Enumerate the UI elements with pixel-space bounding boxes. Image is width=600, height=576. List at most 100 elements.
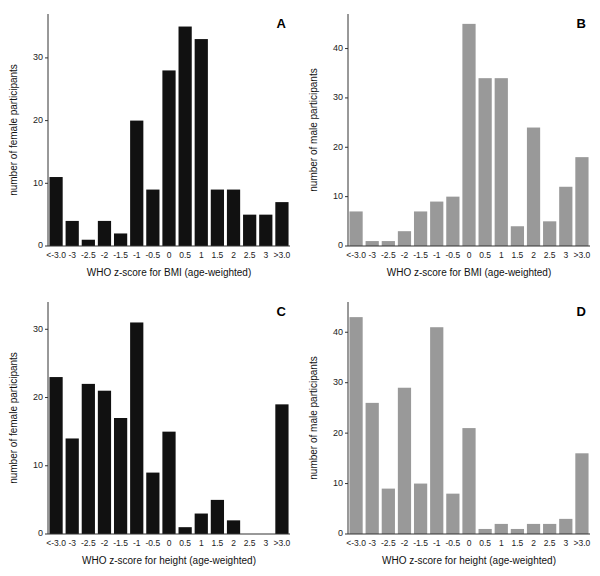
x-tick-label: <-3.0: [46, 538, 66, 548]
bar: [495, 78, 508, 246]
x-tick-label: 0.5: [179, 538, 191, 548]
y-axis-label: number of male participants: [308, 68, 319, 191]
bar: [462, 428, 475, 534]
bars: [349, 317, 588, 534]
bar: [211, 500, 224, 534]
x-tick-label: 2.5: [544, 250, 556, 260]
y-tick: [45, 329, 48, 330]
x-tick-label: 0.5: [479, 250, 491, 260]
x-tick-label: 1.5: [511, 250, 523, 260]
x-tick-label: <-3.0: [346, 250, 366, 260]
bar: [114, 233, 127, 246]
x-tick-label: 0: [167, 250, 172, 260]
bar: [575, 453, 588, 534]
panel: 0102030<-3.0-3-2.5-2-1.5-1-0.500.511.522…: [8, 302, 291, 566]
bars: [49, 27, 288, 246]
x-tick-label: 1: [499, 250, 504, 260]
bar: [82, 240, 95, 246]
y-tick-label: 20: [333, 142, 343, 152]
x-axis-line: [348, 534, 590, 535]
bar: [446, 494, 459, 534]
bar: [82, 384, 95, 534]
bar: [366, 241, 379, 246]
bar: [98, 221, 111, 246]
x-tick-label: -1.5: [113, 538, 128, 548]
bar: [414, 484, 427, 534]
bars: [49, 322, 288, 534]
bar: [49, 177, 62, 246]
x-tick-label: 3: [263, 538, 268, 548]
y-tick: [345, 97, 348, 98]
y-tick: [345, 483, 348, 484]
x-tick-label: 3: [263, 250, 268, 260]
bar: [382, 489, 395, 534]
x-tick-label: -2: [401, 250, 409, 260]
bar: [179, 527, 192, 534]
bar: [495, 524, 508, 534]
y-tick-label: 10: [333, 191, 343, 201]
bar: [559, 187, 572, 246]
panel: 010203040<-3.0-3-2.5-2-1.5-1-0.500.511.5…: [308, 14, 591, 278]
y-tick: [345, 534, 348, 535]
y-tick-label: 40: [333, 43, 343, 53]
x-tick-label: <-3.0: [46, 250, 66, 260]
x-tick-label: -2.5: [81, 538, 96, 548]
x-tick-label: 1: [499, 538, 504, 548]
bar: [275, 202, 288, 246]
bar: [211, 190, 224, 246]
bar: [575, 157, 588, 246]
y-tick: [45, 246, 48, 247]
x-tick-label: -1: [133, 250, 141, 260]
bar: [227, 190, 240, 246]
x-tick-label: -1: [433, 538, 441, 548]
y-tick: [345, 147, 348, 148]
x-axis-line: [48, 534, 290, 535]
x-tick-label: -1.5: [413, 538, 428, 548]
x-tick-label: -1: [433, 250, 441, 260]
y-tick-label: 10: [33, 178, 43, 188]
y-tick: [45, 120, 48, 121]
y-tick: [345, 433, 348, 434]
x-tick-label: 0: [467, 538, 472, 548]
bar: [543, 221, 556, 246]
panel-label: C: [277, 304, 287, 319]
bar: [527, 524, 540, 534]
x-tick-label: 1: [199, 250, 204, 260]
bar: [479, 529, 492, 534]
x-tick-label: -2.5: [381, 538, 396, 548]
bar: [349, 317, 362, 534]
y-tick-label: 30: [333, 377, 343, 387]
y-tick: [45, 397, 48, 398]
y-tick-label: 0: [338, 528, 343, 538]
y-tick-label: 0: [38, 528, 43, 538]
x-tick-label: 3: [563, 250, 568, 260]
bar: [349, 211, 362, 246]
x-tick-label: -3: [368, 250, 376, 260]
x-tick-label: -1: [133, 538, 141, 548]
x-tick-label: -2.5: [381, 250, 396, 260]
panel-label: D: [577, 304, 586, 319]
x-tick-label: >3.0: [274, 250, 291, 260]
x-tick-label: -2: [101, 538, 109, 548]
x-tick-label: -0.5: [446, 538, 461, 548]
panel: 0102030<-3.0-3-2.5-2-1.5-1-0.500.511.522…: [8, 14, 291, 278]
x-tick-label: 2: [531, 538, 536, 548]
bar: [179, 27, 192, 246]
bar: [66, 438, 79, 534]
bar: [511, 529, 524, 534]
y-tick: [345, 332, 348, 333]
y-axis-line: [48, 14, 49, 246]
x-tick-label: 0: [167, 538, 172, 548]
y-tick-label: 20: [33, 392, 43, 402]
y-axis-line: [348, 302, 349, 534]
bar: [146, 190, 159, 246]
y-tick-label: 20: [33, 115, 43, 125]
bar: [382, 241, 395, 246]
x-tick-label: 2.5: [544, 538, 556, 548]
y-axis-label: number of female participants: [8, 352, 19, 484]
bar: [130, 121, 143, 246]
y-tick: [45, 183, 48, 184]
y-tick-label: 40: [333, 327, 343, 337]
x-tick-label: -1.5: [113, 250, 128, 260]
figure: 0102030<-3.0-3-2.5-2-1.5-1-0.500.511.522…: [0, 0, 600, 576]
